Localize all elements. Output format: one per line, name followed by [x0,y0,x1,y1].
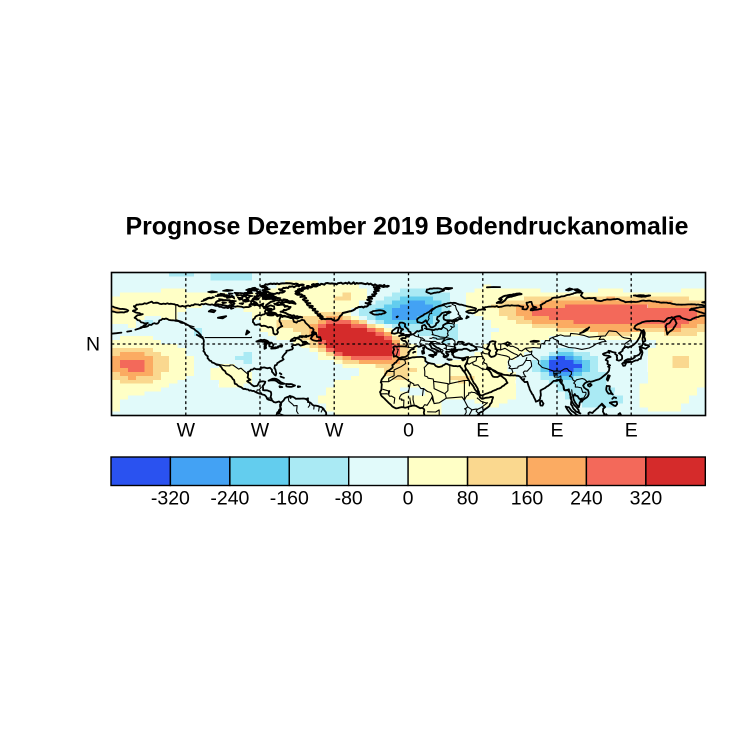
svg-text:240: 240 [570,488,603,510]
svg-text:N: N [86,333,100,355]
svg-text:0: 0 [403,419,414,441]
svg-text:Prognose Dezember 2019 Bodendr: Prognose Dezember 2019 Bodendruckanomali… [126,213,689,241]
svg-text:W: W [251,419,270,441]
svg-text:W: W [325,419,344,441]
svg-text:-80: -80 [335,488,363,510]
svg-text:160: 160 [511,488,544,510]
svg-text:0: 0 [403,488,414,510]
svg-text:-240: -240 [210,488,249,510]
svg-text:-160: -160 [270,488,309,510]
svg-text:E: E [476,419,489,441]
svg-text:W: W [177,419,196,441]
svg-text:E: E [625,419,638,441]
svg-text:-320: -320 [151,488,190,510]
svg-text:E: E [550,419,563,441]
svg-text:80: 80 [457,488,479,510]
svg-text:320: 320 [630,488,663,510]
